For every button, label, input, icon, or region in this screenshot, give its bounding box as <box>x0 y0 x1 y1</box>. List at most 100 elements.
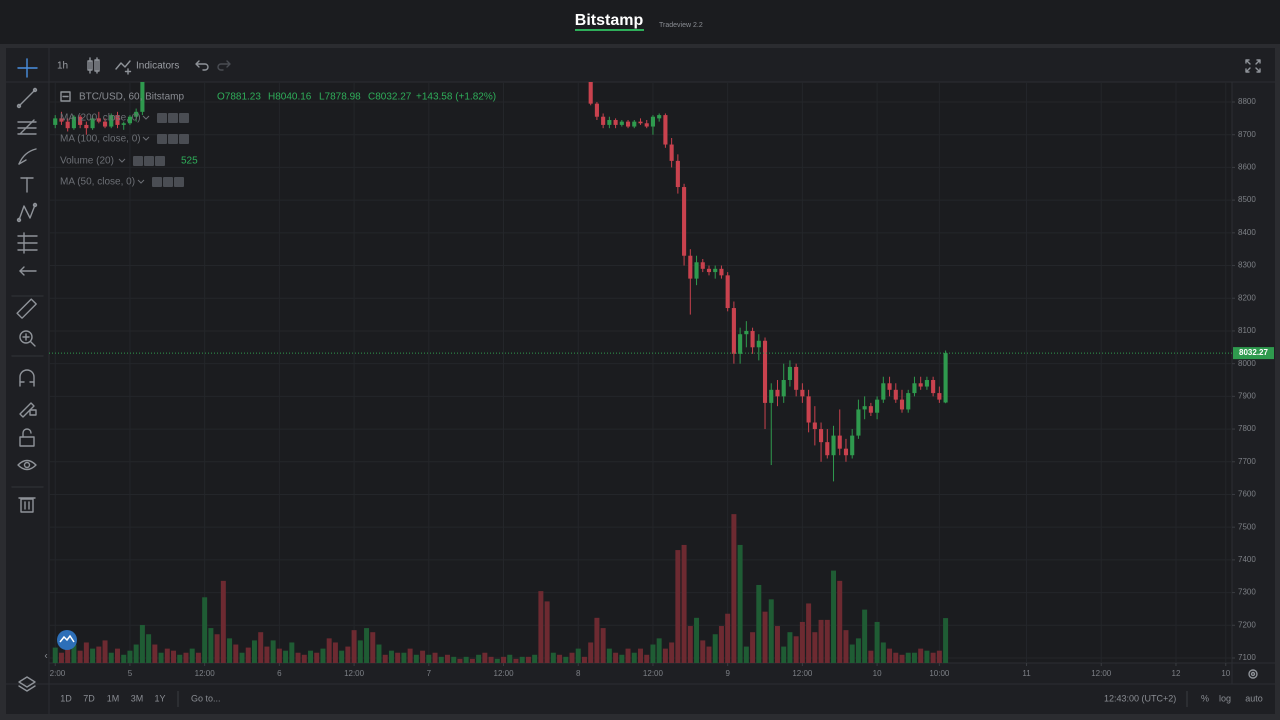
volume-bar <box>650 644 656 663</box>
volume-bar <box>855 638 861 663</box>
study-settings[interactable] <box>133 156 143 166</box>
arrow-tool[interactable] <box>19 266 37 276</box>
brush-tool[interactable] <box>18 148 37 165</box>
study-name[interactable]: MA (200, close, 0) <box>60 113 141 124</box>
pattern-tool[interactable] <box>16 202 38 223</box>
legend-collapse[interactable] <box>60 91 71 102</box>
fib-tool[interactable] <box>17 119 37 135</box>
scale-option[interactable]: % <box>1201 693 1209 703</box>
indicators-icon[interactable] <box>115 60 132 75</box>
study-source[interactable] <box>168 134 178 144</box>
indicators-button[interactable]: Indicators <box>136 61 179 72</box>
layers-tool[interactable] <box>18 676 36 692</box>
range-button[interactable]: 3M <box>131 693 144 703</box>
settings-button[interactable] <box>1248 669 1258 679</box>
candle-body <box>127 116 132 124</box>
volume-bar <box>731 514 737 663</box>
candle-body <box>918 383 923 387</box>
scale-option[interactable]: auto <box>1245 693 1263 703</box>
volume-bar <box>600 628 606 663</box>
study-name[interactable]: MA (100, close, 0) <box>60 134 141 145</box>
candle-body <box>65 121 70 129</box>
study-name[interactable]: MA (50, close, 0) <box>60 177 135 188</box>
candle-body <box>731 308 736 354</box>
range-button[interactable]: 1D <box>60 693 72 703</box>
study-name[interactable]: Volume (20) <box>60 156 114 167</box>
chart-style-button[interactable] <box>87 57 100 74</box>
candle-body <box>794 366 799 390</box>
volume-bar <box>127 650 133 663</box>
lock-tool[interactable] <box>19 428 35 447</box>
range-button[interactable]: 1Y <box>154 693 165 703</box>
study-settings[interactable] <box>157 113 167 123</box>
study-source[interactable] <box>144 156 154 166</box>
delete-tool[interactable] <box>18 497 36 513</box>
measure-tool[interactable] <box>16 298 37 319</box>
study-menu[interactable] <box>137 179 145 184</box>
volume-bar <box>158 652 164 663</box>
logo-badge-icon <box>59 634 75 643</box>
x-tick-label: 12:00 <box>792 669 813 678</box>
candle-body <box>899 399 905 410</box>
candle-body <box>862 406 867 410</box>
trend-line-tool[interactable] <box>16 87 38 109</box>
interval-button[interactable]: 1h <box>57 61 68 72</box>
legend-low: L7878.98 <box>319 92 361 103</box>
candle-body <box>781 380 786 397</box>
visibility-tool[interactable] <box>17 459 37 471</box>
volume-bar <box>146 634 152 663</box>
study-settings[interactable] <box>152 177 162 187</box>
volume-bar <box>283 650 289 663</box>
x-tick-label: 6 <box>277 669 282 678</box>
goto-button[interactable]: Go to... <box>191 693 221 703</box>
projection-tool[interactable] <box>17 232 38 254</box>
study-source[interactable] <box>168 113 178 123</box>
volume-bar <box>233 644 239 663</box>
volume-bar <box>376 644 382 663</box>
study-source[interactable] <box>163 177 173 187</box>
volume-bar <box>550 652 556 663</box>
fullscreen-button[interactable] <box>1245 59 1261 73</box>
undo-button[interactable] <box>195 60 209 71</box>
zoom-tool[interactable] <box>19 330 36 347</box>
study-remove[interactable] <box>174 177 184 187</box>
scale-option[interactable]: log <box>1219 693 1231 703</box>
study-remove[interactable] <box>155 156 165 166</box>
volume-bar <box>737 544 743 663</box>
volume-bar <box>52 647 58 663</box>
volume-bar <box>675 550 681 663</box>
study-remove[interactable] <box>179 134 189 144</box>
volume-bar <box>227 638 233 663</box>
study-remove[interactable] <box>179 113 189 123</box>
candle-body <box>657 115 662 119</box>
volume-bar <box>332 642 338 663</box>
volume-bar <box>849 644 855 663</box>
study-menu[interactable] <box>118 158 126 163</box>
volume-bar <box>918 648 924 663</box>
study-settings[interactable] <box>157 134 167 144</box>
candle-body <box>775 389 780 397</box>
candle-body <box>700 262 705 269</box>
candle-body <box>875 399 880 413</box>
volume-bar <box>681 544 687 663</box>
volume-bar <box>90 648 96 663</box>
volume-bar <box>264 646 270 663</box>
scroll-left[interactable]: ‹ <box>44 651 47 662</box>
volume-bar <box>289 642 295 663</box>
study-menu[interactable] <box>142 136 150 141</box>
brand[interactable]: Bitstamp <box>575 12 644 29</box>
crosshair-tool[interactable] <box>17 58 38 78</box>
candle-body <box>688 255 693 279</box>
redo-button[interactable] <box>217 60 231 71</box>
volume-bar <box>133 644 139 663</box>
candle-body <box>594 103 599 117</box>
text-tool[interactable] <box>20 177 34 193</box>
study-menu[interactable] <box>142 115 150 120</box>
legend-symbol[interactable]: BTC/USD, 60, Bitstamp <box>79 92 184 103</box>
range-button[interactable]: 1M <box>107 693 120 703</box>
lock-drawing-tool[interactable] <box>19 402 37 418</box>
range-button[interactable]: 7D <box>83 693 95 703</box>
candle-body <box>943 353 948 403</box>
magnet-tool[interactable] <box>19 369 35 387</box>
